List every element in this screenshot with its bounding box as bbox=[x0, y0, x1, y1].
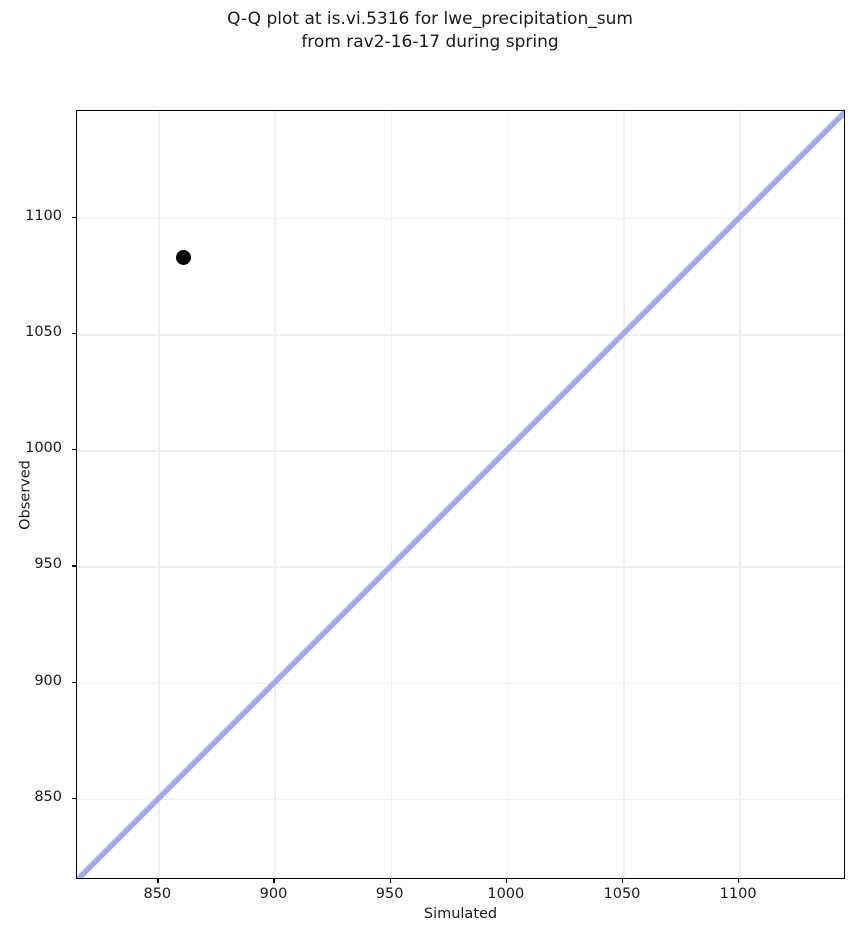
x-tick-label: 1000 bbox=[487, 886, 525, 902]
y-tick-label: 1100 bbox=[25, 207, 62, 224]
gridline-horizontal bbox=[77, 334, 844, 336]
gridline-vertical bbox=[506, 111, 509, 878]
x-tick-label: 1100 bbox=[719, 886, 757, 902]
gridline-vertical bbox=[158, 111, 160, 878]
y-tick-mark bbox=[72, 565, 76, 567]
gridline-horizontal bbox=[77, 450, 844, 452]
chart-title: Q-Q plot at is.vi.5316 for lwe_precipita… bbox=[227, 9, 633, 52]
y-tick-label: 1000 bbox=[25, 440, 62, 457]
x-tick-label: 1050 bbox=[603, 886, 641, 902]
x-tick-mark bbox=[621, 879, 624, 883]
y-tick-label: 900 bbox=[34, 672, 62, 689]
y-axis-label: Observed bbox=[17, 460, 34, 530]
x-tick-mark bbox=[157, 879, 159, 883]
y-tick-label: 850 bbox=[34, 788, 62, 805]
gridline-horizontal bbox=[77, 798, 844, 801]
y-tick-mark bbox=[72, 449, 76, 451]
data-point bbox=[176, 249, 192, 265]
x-axis-label: Simulated bbox=[423, 906, 498, 922]
gridline-horizontal bbox=[77, 682, 844, 685]
gridline-horizontal bbox=[77, 566, 844, 568]
gridline-vertical bbox=[390, 111, 393, 878]
x-tick-mark bbox=[273, 879, 275, 883]
gridline-vertical bbox=[274, 111, 277, 878]
y-tick-mark bbox=[72, 216, 76, 219]
y-tick-mark bbox=[72, 797, 76, 799]
gridline-vertical bbox=[622, 111, 625, 878]
plot-area bbox=[76, 110, 845, 879]
y-tick-label: 1050 bbox=[25, 324, 62, 341]
gridline-horizontal bbox=[77, 217, 844, 220]
x-tick-label: 950 bbox=[375, 886, 404, 902]
y-tick-mark bbox=[72, 681, 76, 683]
y-tick-label: 950 bbox=[34, 556, 62, 573]
x-tick-label: 850 bbox=[143, 886, 172, 902]
gridline-vertical bbox=[739, 111, 741, 878]
x-tick-mark bbox=[389, 879, 391, 883]
x-tick-mark bbox=[738, 879, 740, 883]
identity-reference-line bbox=[77, 111, 844, 878]
y-tick-mark bbox=[72, 333, 76, 335]
x-tick-label: 900 bbox=[259, 886, 288, 902]
x-tick-mark bbox=[505, 879, 508, 883]
